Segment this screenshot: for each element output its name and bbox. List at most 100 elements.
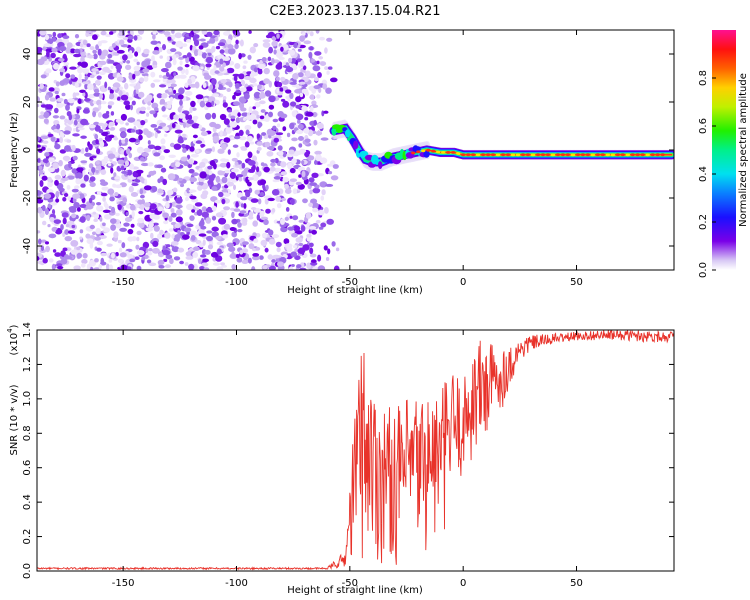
noise-speckle	[276, 33, 280, 39]
noise-speckle	[251, 266, 256, 270]
noise-speckle	[39, 180, 44, 187]
noise-speckle	[275, 132, 284, 136]
noise-speckle	[326, 37, 333, 42]
noise-speckle	[302, 198, 308, 204]
noise-speckle	[79, 229, 84, 234]
noise-speckle	[171, 112, 176, 116]
noise-speckle	[79, 216, 86, 223]
noise-speckle	[313, 85, 321, 90]
noise-speckle	[268, 46, 273, 54]
snr-axes: -150 -100 -50 0 50 0.0 0.2 0.4 0.6 0.8 1.0 1.2 1.4	[22, 322, 674, 589]
noise-speckle	[125, 104, 131, 110]
noise-speckle	[247, 177, 254, 181]
noise-speckle	[319, 157, 328, 164]
noise-speckle	[315, 219, 321, 224]
noise-speckle	[45, 104, 54, 110]
noise-speckle	[153, 79, 161, 83]
noise-speckle	[178, 113, 186, 119]
noise-speckle	[37, 162, 41, 166]
noise-speckle	[150, 71, 156, 78]
noise-speckle	[69, 48, 76, 54]
noise-speckle	[91, 30, 97, 33]
noise-speckle	[168, 87, 173, 93]
track-core-dot	[515, 153, 521, 157]
noise-speckle	[82, 108, 90, 114]
noise-speckle	[198, 233, 207, 237]
noise-speckle	[171, 246, 180, 253]
noise-speckle	[212, 262, 220, 266]
noise-speckle	[147, 140, 151, 145]
noise-speckle	[157, 206, 164, 212]
noise-speckle	[96, 202, 102, 206]
track-core-dot	[625, 153, 630, 157]
noise-speckle	[202, 82, 207, 89]
noise-speckle	[253, 43, 259, 48]
noise-speckle	[42, 220, 47, 226]
noise-speckle	[115, 212, 120, 217]
noise-speckle	[87, 54, 95, 59]
noise-speckle	[191, 209, 196, 213]
noise-speckle	[113, 231, 119, 239]
noise-speckle	[279, 87, 284, 93]
noise-speckle	[293, 245, 298, 249]
noise-speckle	[211, 226, 219, 232]
multiplier-exponent: 4	[6, 328, 14, 333]
noise-speckle	[83, 174, 89, 182]
noise-speckle	[314, 51, 322, 56]
noise-speckle	[91, 155, 97, 159]
noise-speckle	[223, 137, 231, 143]
noise-speckle	[103, 142, 108, 147]
noise-speckle	[203, 267, 210, 270]
noise-speckle	[243, 76, 252, 80]
noise-speckle	[262, 265, 268, 270]
noise-speckle	[312, 187, 321, 194]
noise-speckle	[160, 145, 166, 150]
noise-speckle	[207, 244, 214, 250]
noise-speckle	[122, 54, 128, 61]
noise-speckle	[95, 227, 101, 235]
noise-speckle	[122, 197, 128, 204]
track-core-dot	[585, 153, 591, 157]
noise-speckle	[295, 181, 302, 186]
noise-speckle	[217, 84, 224, 90]
noise-speckle	[43, 43, 52, 48]
noise-speckle	[211, 112, 217, 120]
noise-speckle	[269, 166, 276, 172]
noise-speckle	[157, 189, 165, 194]
noise-speckle	[231, 157, 238, 162]
noise-speckle	[96, 75, 102, 80]
noise-speckle	[95, 44, 99, 51]
noise-speckle	[195, 149, 200, 153]
noise-speckle	[327, 66, 333, 70]
noise-speckle	[249, 46, 256, 54]
noise-speckle	[233, 208, 241, 212]
noise-speckle	[294, 89, 302, 94]
noise-speckle	[254, 101, 261, 108]
noise-speckle	[38, 165, 43, 170]
noise-speckle	[103, 227, 110, 233]
noise-speckle	[85, 233, 91, 239]
noise-speckle	[65, 104, 70, 111]
noise-speckle	[98, 122, 105, 127]
noise-speckle	[110, 167, 114, 174]
noise-speckle	[147, 101, 152, 106]
noise-speckle	[157, 125, 163, 130]
noise-speckle	[91, 167, 96, 173]
noise-speckle	[92, 107, 100, 112]
noise-speckle	[63, 130, 71, 135]
noise-speckle	[302, 32, 306, 36]
noise-speckle	[48, 87, 55, 92]
noise-speckle	[135, 89, 139, 94]
noise-speckle	[305, 70, 311, 78]
noise-speckle	[65, 46, 71, 54]
noise-speckle	[154, 145, 162, 151]
noise-speckle	[223, 206, 231, 211]
noise-speckle	[290, 264, 295, 267]
noise-speckle	[160, 167, 167, 173]
noise-speckle	[80, 135, 87, 139]
noise-speckle	[49, 97, 56, 102]
noise-speckle	[178, 56, 185, 60]
noise-speckle	[237, 222, 242, 228]
noise-speckle	[75, 178, 81, 185]
noise-speckle	[215, 212, 224, 218]
